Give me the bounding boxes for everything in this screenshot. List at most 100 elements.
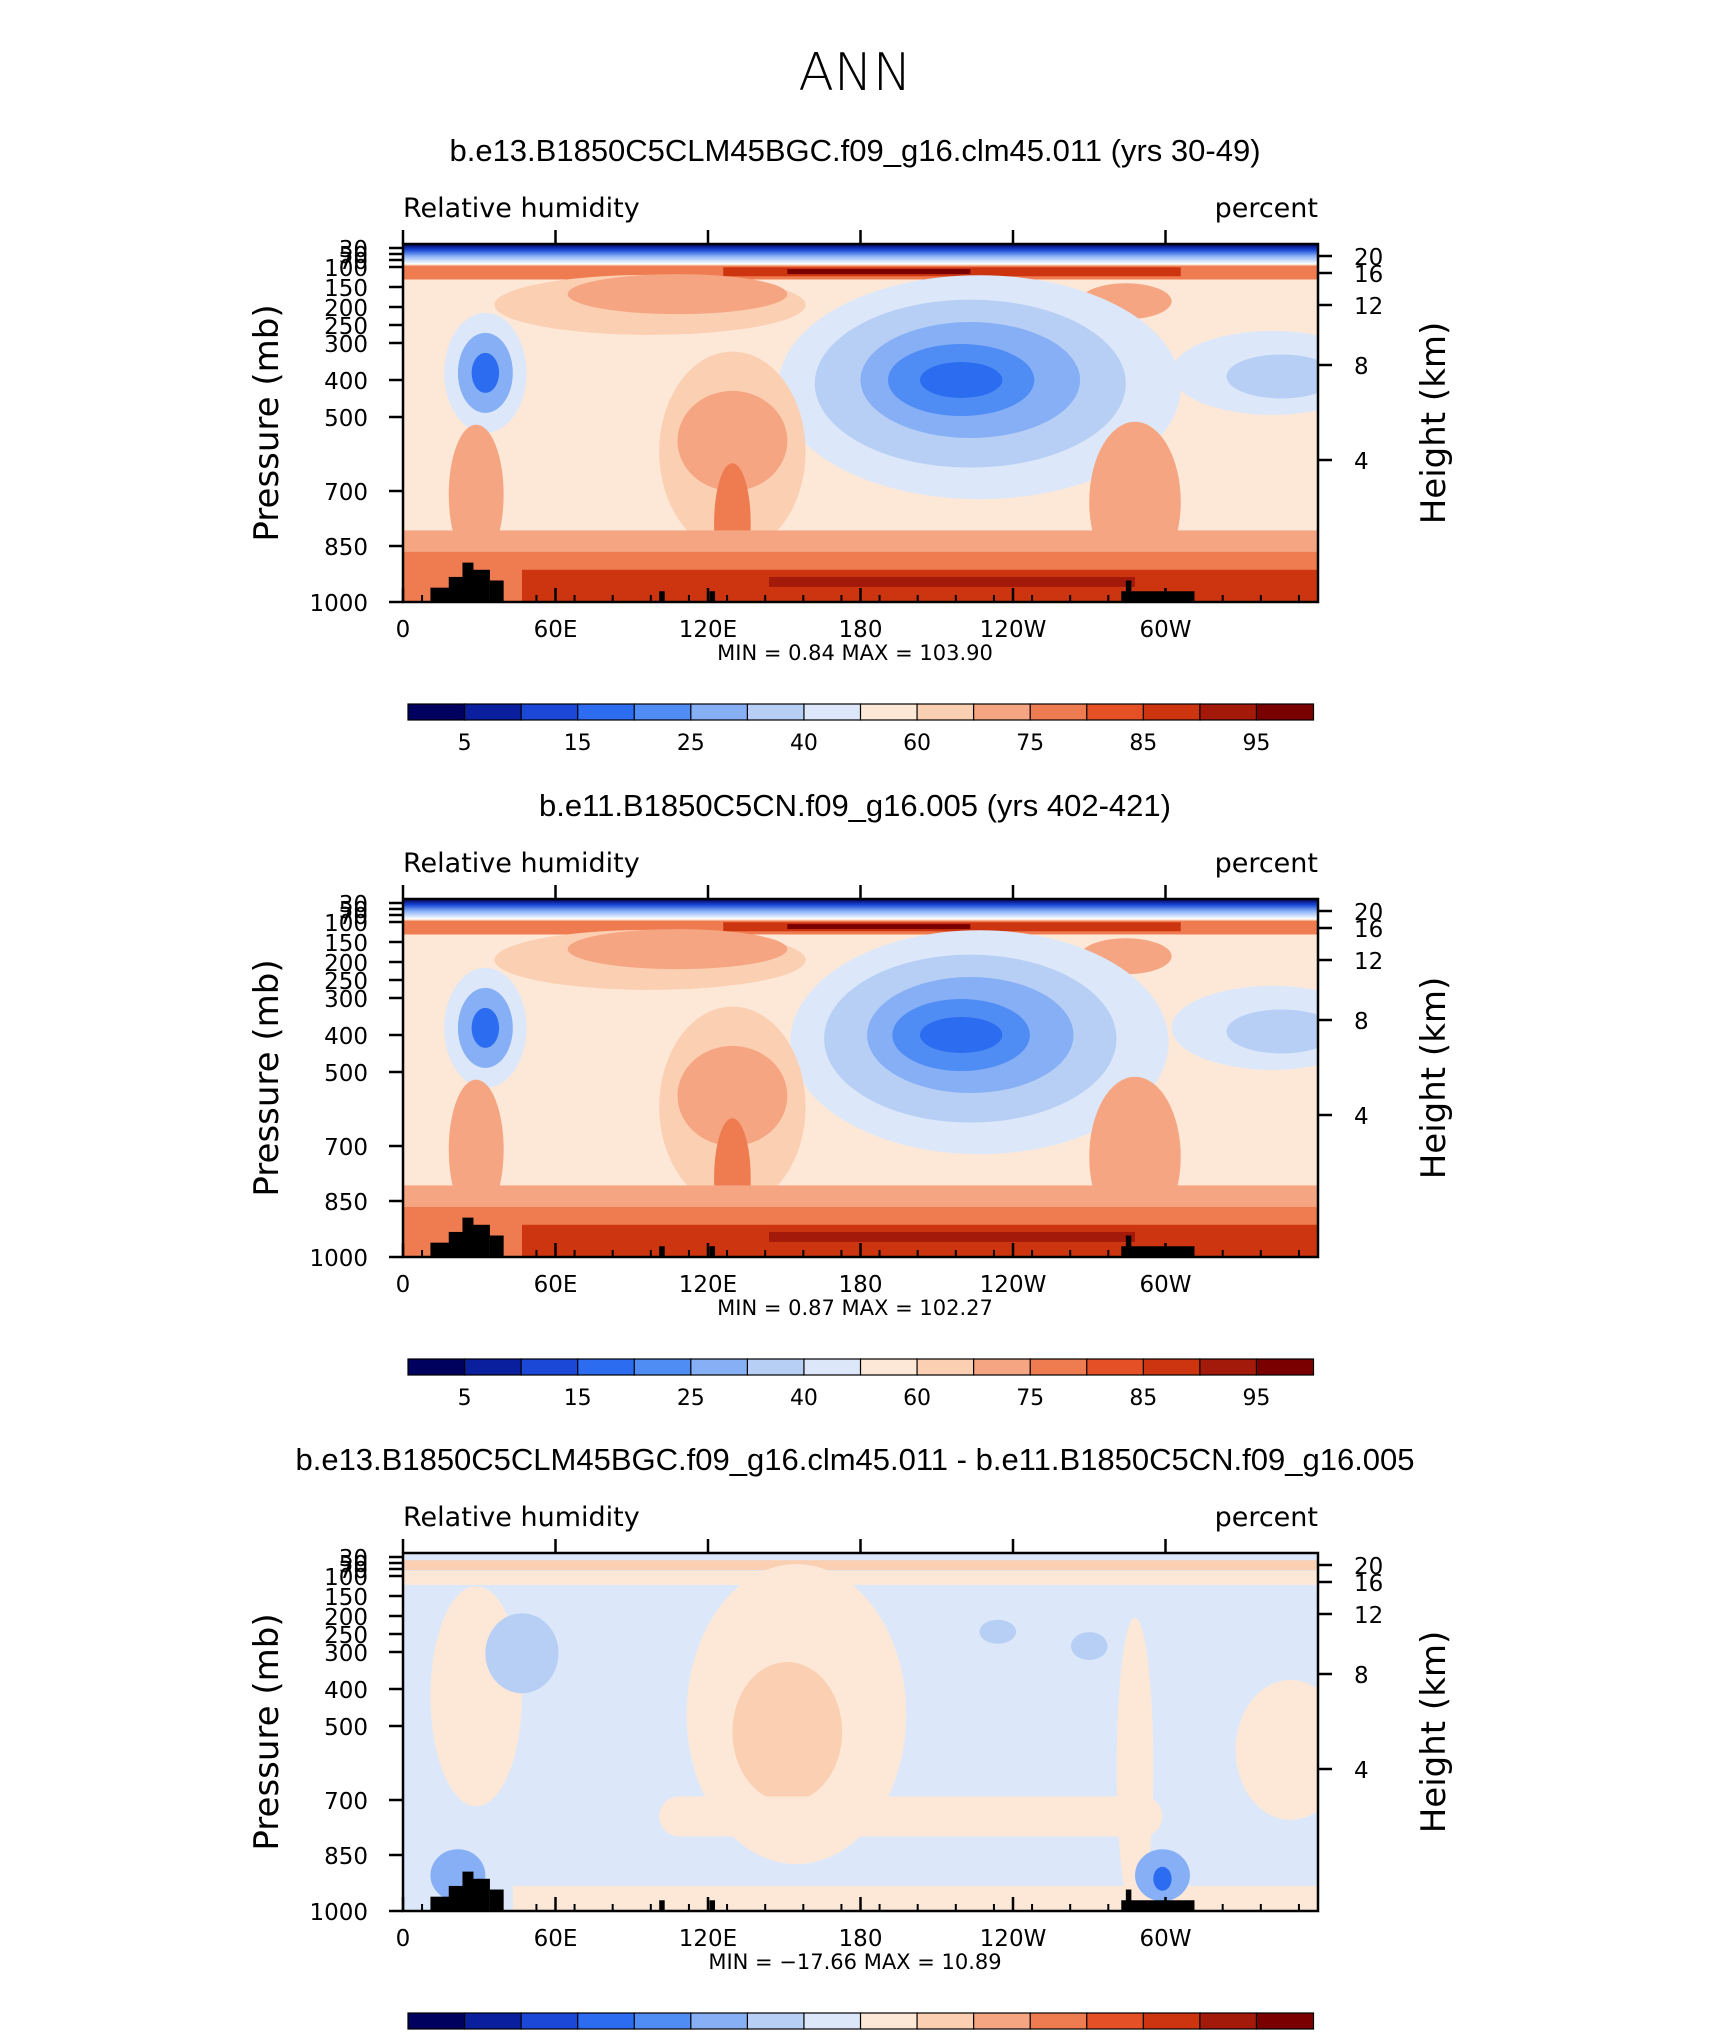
x-tick-label: 60W bbox=[1139, 1926, 1191, 1952]
y2-axis-label: Height (km) bbox=[1414, 1631, 1454, 1834]
topography-2 bbox=[471, 1878, 490, 1911]
panel-3: b.e13.B1850C5CLM45BGC.f09_g16.clm45.011 … bbox=[247, 1442, 1454, 2030]
moist-plume-west bbox=[448, 424, 504, 565]
tropopause-peak bbox=[787, 269, 971, 275]
right-string: percent bbox=[1215, 193, 1318, 224]
colorbar-swatch bbox=[803, 1358, 862, 1376]
topography-3 bbox=[462, 1217, 474, 1257]
y2-tick-label: 8 bbox=[1354, 1009, 1369, 1035]
y2-tick-label: 12 bbox=[1354, 1603, 1383, 1629]
y-tick-label: 30 bbox=[339, 892, 368, 918]
field-2 bbox=[403, 1553, 1318, 1911]
x-tick-label: 0 bbox=[396, 1926, 411, 1952]
colorbar-swatch bbox=[1142, 1358, 1201, 1376]
y-tick-label: 250 bbox=[324, 314, 368, 340]
upper-moist-core bbox=[567, 929, 788, 970]
colorbar-label: 95 bbox=[1242, 731, 1270, 756]
panel-title: b.e13.B1850C5CLM45BGC.f09_g16.clm45.011 … bbox=[449, 133, 1260, 168]
y-tick-label: 50 bbox=[339, 898, 368, 924]
y2-tick-label: 16 bbox=[1354, 917, 1383, 943]
tropopause-diff-outer bbox=[403, 1570, 1318, 1585]
y2-tick-label: 16 bbox=[1354, 262, 1383, 288]
colorbar-swatch bbox=[407, 703, 466, 721]
topography-7 bbox=[1121, 1900, 1195, 1911]
boundary-layer-peak bbox=[769, 1231, 1135, 1242]
colorbar-swatch bbox=[520, 1358, 579, 1376]
colorbar-label: 15 bbox=[564, 731, 592, 756]
dry-region-east-core bbox=[1226, 354, 1318, 399]
stats-label: MIN = 0.84 MAX = 103.90 bbox=[717, 641, 993, 665]
topography-4 bbox=[489, 580, 504, 602]
y2-tick-label: 8 bbox=[1354, 354, 1369, 380]
panel-2: b.e11.B1850C5CN.f09_g16.005 (yrs 402-421… bbox=[247, 788, 1454, 1411]
colorbar-label: 5 bbox=[458, 731, 472, 756]
y2-tick-label: 16 bbox=[1354, 1571, 1383, 1597]
colorbar-swatch bbox=[973, 2012, 1032, 2030]
x-tick-label: 120W bbox=[980, 1926, 1047, 1952]
right-string: percent bbox=[1215, 848, 1318, 879]
warm-anom-far-east bbox=[1235, 1679, 1318, 1820]
stats-label: MIN = 0.87 MAX = 102.27 bbox=[717, 1296, 993, 1320]
colorbar-swatch bbox=[1029, 2012, 1088, 2030]
boundary-layer-peak bbox=[769, 576, 1135, 587]
y-tick-label: 150 bbox=[324, 1585, 368, 1611]
colorbar-label: 5 bbox=[458, 1386, 472, 1411]
x-tick-label: 60E bbox=[534, 1272, 578, 1298]
colorbar-swatch bbox=[463, 703, 523, 721]
dry-region-east-core bbox=[1226, 1009, 1318, 1054]
dry-anom-1 bbox=[979, 1619, 1017, 1644]
colorbar-swatch bbox=[1142, 2012, 1201, 2030]
y-axis-label: Pressure (mb) bbox=[247, 304, 287, 541]
dry-region-core bbox=[919, 362, 1003, 399]
dry-anom-surface-east-core bbox=[1153, 1866, 1172, 1891]
colorbar-swatch bbox=[1255, 2012, 1315, 2030]
y-tick-label: 1000 bbox=[309, 1246, 368, 1272]
topography-4 bbox=[489, 1235, 504, 1257]
x-tick-label: 180 bbox=[839, 1926, 883, 1952]
colorbar-swatch bbox=[1255, 1358, 1315, 1376]
colorbar-swatch bbox=[520, 703, 579, 721]
colorbar-swatch bbox=[746, 2012, 806, 2030]
topography-5 bbox=[659, 591, 665, 602]
colorbar-swatch bbox=[973, 703, 1032, 721]
colorbar-label: 95 bbox=[1242, 1386, 1270, 1411]
x-tick-label: 180 bbox=[839, 1272, 883, 1298]
upper-moist-core bbox=[567, 274, 788, 315]
dry-spot-west-core bbox=[471, 352, 500, 393]
colorbar-swatch bbox=[1199, 2012, 1258, 2030]
y2-tick-label: 20 bbox=[1354, 245, 1383, 271]
x-tick-label: 120W bbox=[980, 1272, 1047, 1298]
x-tick-label: 120E bbox=[679, 1926, 737, 1952]
y2-tick-label: 4 bbox=[1354, 1758, 1369, 1784]
field-0 bbox=[403, 244, 1318, 602]
y-tick-label: 30 bbox=[339, 1546, 368, 1572]
colorbar-swatch bbox=[633, 1358, 692, 1376]
right-string: percent bbox=[1215, 1502, 1318, 1533]
colorbar-swatch bbox=[1086, 1358, 1145, 1376]
left-string: Relative humidity bbox=[403, 848, 640, 879]
warm-anom-core bbox=[732, 1662, 843, 1802]
y-tick-label: 850 bbox=[324, 1190, 368, 1216]
colorbar-label: 40 bbox=[790, 1386, 818, 1411]
y-tick-label: 50 bbox=[339, 243, 368, 269]
x-tick-label: 60W bbox=[1139, 1272, 1191, 1298]
dry-anom-2 bbox=[1070, 1632, 1108, 1661]
colorbar-swatch bbox=[803, 703, 862, 721]
colorbar-swatch bbox=[859, 1358, 919, 1376]
y-tick-label: 300 bbox=[324, 332, 368, 358]
convective-column-core bbox=[677, 1045, 788, 1146]
y-tick-label: 850 bbox=[324, 535, 368, 561]
colorbar-label: 75 bbox=[1016, 731, 1044, 756]
dry-region-core bbox=[919, 1017, 1003, 1054]
panel-title: b.e11.B1850C5CN.f09_g16.005 (yrs 402-421… bbox=[539, 788, 1171, 823]
y-tick-label: 70 bbox=[339, 249, 368, 275]
colorbar-swatch bbox=[746, 1358, 806, 1376]
topography-3 bbox=[462, 1871, 474, 1911]
topography-5 bbox=[659, 1900, 665, 1911]
x-tick-label: 120E bbox=[679, 1272, 737, 1298]
y-tick-label: 100 bbox=[324, 911, 368, 937]
y-tick-label: 250 bbox=[324, 969, 368, 995]
tropopause-peak bbox=[787, 924, 971, 930]
y2-tick-label: 8 bbox=[1354, 1663, 1369, 1689]
